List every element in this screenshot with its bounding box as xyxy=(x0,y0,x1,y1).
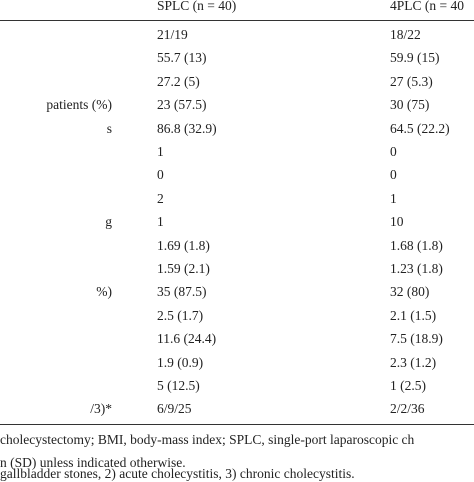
cell: 1.59 (2.1) xyxy=(157,261,210,276)
bottom-rule xyxy=(0,424,474,425)
header-rule xyxy=(0,20,474,21)
cell: 2.3 (1.2) xyxy=(390,354,437,370)
cell: 55.7 (13) xyxy=(157,50,207,66)
cell: 1.69 (1.8) xyxy=(157,237,210,253)
cell: 2 xyxy=(157,190,164,206)
cell: 1 xyxy=(157,144,164,159)
row-label: s xyxy=(106,120,112,136)
cell: 0 xyxy=(390,144,397,159)
cell: 10 xyxy=(390,214,404,230)
cell: 0 xyxy=(157,167,164,183)
cell: 23 (57.5) xyxy=(157,97,207,113)
cell: 2/2/36 xyxy=(390,401,425,417)
cell: 27.2 (5) xyxy=(157,73,200,89)
footnote: n (SD) unless indicated otherwise. xyxy=(0,455,186,470)
footnote: cholecystectomy; BMI, body-mass index; S… xyxy=(0,432,415,447)
row-label: %) xyxy=(96,284,112,300)
cell: 7.5 (18.9) xyxy=(390,331,443,347)
cell: 18/22 xyxy=(390,27,421,42)
cell: 2.5 (1.7) xyxy=(157,307,204,323)
cell: 11.6 (24.4) xyxy=(157,331,217,347)
cell: 64.5 (22.2) xyxy=(390,120,450,136)
cell: 2.1 (1.5) xyxy=(390,307,437,323)
column-header: 4PLC (n = 40 xyxy=(390,0,464,13)
cell: 1.68 (1.8) xyxy=(390,237,443,253)
cell: 35 (87.5) xyxy=(157,284,207,300)
row-label: /3)* xyxy=(90,401,112,417)
cell: 6/9/25 xyxy=(157,401,192,417)
cell: 1 xyxy=(390,190,397,206)
cell: 21/19 xyxy=(157,27,188,42)
cell: 27 (5.3) xyxy=(390,73,433,89)
row-label: g xyxy=(105,214,112,230)
cell: 30 (75) xyxy=(390,97,430,113)
cell: 86.8 (32.9) xyxy=(157,120,217,136)
cell: 59.9 (15) xyxy=(390,50,440,66)
cell: 1 (2.5) xyxy=(390,378,426,393)
cell: 1.23 (1.8) xyxy=(390,261,443,276)
cell: 32 (80) xyxy=(390,284,430,300)
cell: 5 (12.5) xyxy=(157,378,200,393)
row-label: patients (%) xyxy=(46,97,112,113)
footnote: gallbladder stones, 2) acute cholecystit… xyxy=(0,466,355,481)
cell: 0 xyxy=(390,167,397,183)
cell: 1.9 (0.9) xyxy=(157,354,204,370)
cell: 1 xyxy=(157,214,164,230)
column-header: SPLC (n = 40) xyxy=(157,0,237,13)
